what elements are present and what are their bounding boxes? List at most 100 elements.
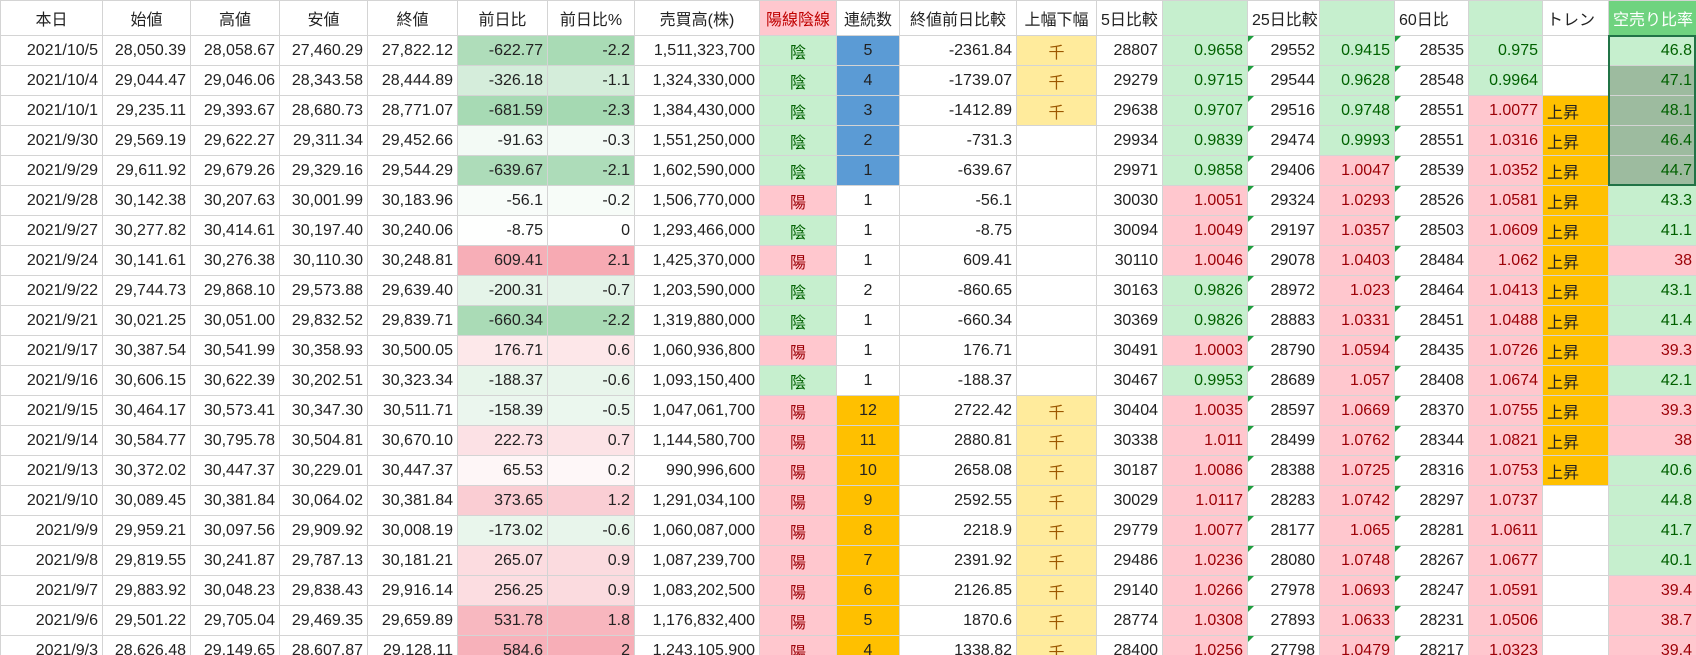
cell: 30,064.02 xyxy=(279,485,368,516)
cell: 30,606.15 xyxy=(102,365,191,396)
cell: 30,277.82 xyxy=(102,215,191,246)
cell: 1.0293 xyxy=(1319,185,1395,216)
header-cell: 高値 xyxy=(190,0,280,36)
cell: 29,329.16 xyxy=(279,155,368,186)
cell: 30,141.61 xyxy=(102,245,191,276)
header-cell: 終値 xyxy=(367,0,458,36)
cell: 28316 xyxy=(1394,455,1469,486)
cell: 30029 xyxy=(1096,485,1163,516)
cell: 1.2 xyxy=(547,485,635,516)
cell xyxy=(1016,215,1097,246)
cell: 30491 xyxy=(1096,335,1163,366)
cell: 29552 xyxy=(1247,35,1320,66)
cell: 30,051.00 xyxy=(190,305,280,336)
cell: 43.1 xyxy=(1608,275,1696,306)
cell: 29,868.10 xyxy=(190,275,280,306)
data-row: 2021/9/15 30,464.17 30,573.41 30,347.30 30,5… xyxy=(0,395,1696,426)
cell: 2658.08 xyxy=(899,455,1017,486)
cell: -860.65 xyxy=(899,275,1017,306)
cell: 30,795.78 xyxy=(190,425,280,456)
data-row: 2021/9/17 30,387.54 30,541.99 30,358.93 30,5… xyxy=(0,335,1696,366)
cell: 2 xyxy=(547,635,635,655)
cell: 30,447.37 xyxy=(190,455,280,486)
cell: 陰 xyxy=(759,365,837,396)
cell: 陽 xyxy=(759,485,837,516)
cell: 29,659.89 xyxy=(367,605,458,636)
cell: 1,087,239,700 xyxy=(634,545,760,576)
cell: 39.3 xyxy=(1608,395,1696,426)
cell: 30163 xyxy=(1096,275,1163,306)
cell: 44.7 xyxy=(1608,155,1696,186)
cell: 29638 xyxy=(1096,95,1163,126)
cell: 陰 xyxy=(759,35,837,66)
cell: 上昇 xyxy=(1542,425,1609,456)
cell: 1,324,330,000 xyxy=(634,65,760,96)
cell: 陽 xyxy=(759,335,837,366)
cell: 30,347.30 xyxy=(279,395,368,426)
cell: 0 xyxy=(547,215,635,246)
cell: 陰 xyxy=(759,65,837,96)
cell: 0.9 xyxy=(547,545,635,576)
cell: 12 xyxy=(836,395,900,426)
cell: 上昇 xyxy=(1542,125,1609,156)
header-cell: 空売り比率 xyxy=(1608,0,1696,36)
cell xyxy=(1016,155,1097,186)
cell: 265.07 xyxy=(457,545,548,576)
cell: 1.0674 xyxy=(1468,365,1543,396)
header-cell: 売買高(株) xyxy=(634,0,760,36)
cell: 29,452.66 xyxy=(367,125,458,156)
data-row: 2021/9/27 30,277.82 30,414.61 30,197.40 30,2… xyxy=(0,215,1696,246)
cell: 29779 xyxy=(1096,515,1163,546)
cell: -8.75 xyxy=(899,215,1017,246)
cell: 陽 xyxy=(759,245,837,276)
cell: 29,046.06 xyxy=(190,65,280,96)
cell: 30094 xyxy=(1096,215,1163,246)
header-cell: 25日比較 xyxy=(1247,0,1320,36)
cell xyxy=(1542,635,1609,655)
cell: 1.0488 xyxy=(1468,305,1543,336)
data-row: 2021/9/28 30,142.38 30,207.63 30,001.99 30,1… xyxy=(0,185,1696,216)
cell: 1,319,880,000 xyxy=(634,305,760,336)
cell: -188.37 xyxy=(457,365,548,396)
cell: 上昇 xyxy=(1542,185,1609,216)
cell: 1,291,034,100 xyxy=(634,485,760,516)
cell: 1,506,770,000 xyxy=(634,185,760,216)
cell: -681.59 xyxy=(457,95,548,126)
cell: -0.3 xyxy=(547,125,635,156)
cell: 陽 xyxy=(759,185,837,216)
cell: 29,679.26 xyxy=(190,155,280,186)
cell: 1.0266 xyxy=(1162,575,1248,606)
cell: 176.71 xyxy=(457,335,548,366)
cell: 2021/9/8 xyxy=(0,545,103,576)
cell: 0.9964 xyxy=(1468,65,1543,96)
cell: 30,110.30 xyxy=(279,245,368,276)
cell: 28499 xyxy=(1247,425,1320,456)
cell: -2.2 xyxy=(547,35,635,66)
cell: -639.67 xyxy=(457,155,548,186)
cell: 40.1 xyxy=(1608,545,1696,576)
data-row: 2021/9/24 30,141.61 30,276.38 30,110.30 30,2… xyxy=(0,245,1696,276)
cell: 42.1 xyxy=(1608,365,1696,396)
cell: 30,001.99 xyxy=(279,185,368,216)
cell: 2021/9/6 xyxy=(0,605,103,636)
cell: 2021/9/29 xyxy=(0,155,103,186)
cell: 1,425,370,000 xyxy=(634,245,760,276)
cell: 30369 xyxy=(1096,305,1163,336)
cell: -8.75 xyxy=(457,215,548,246)
cell: 2 xyxy=(836,275,900,306)
cell: 1.0669 xyxy=(1319,395,1395,426)
cell: 28539 xyxy=(1394,155,1469,186)
cell: 38 xyxy=(1608,425,1696,456)
header-cell: 陽線陰線 xyxy=(759,0,837,36)
cell: 1.0762 xyxy=(1319,425,1395,456)
cell: 1.011 xyxy=(1162,425,1248,456)
cell: 1,083,202,500 xyxy=(634,575,760,606)
cell: -91.63 xyxy=(457,125,548,156)
cell: 28790 xyxy=(1247,335,1320,366)
cell: 1,093,150,400 xyxy=(634,365,760,396)
cell: 2021/10/4 xyxy=(0,65,103,96)
data-row: 2021/9/10 30,089.45 30,381.84 30,064.02 30,3… xyxy=(0,485,1696,516)
cell: 陽 xyxy=(759,635,837,655)
cell: 46.8 xyxy=(1608,35,1696,66)
cell xyxy=(1016,335,1097,366)
